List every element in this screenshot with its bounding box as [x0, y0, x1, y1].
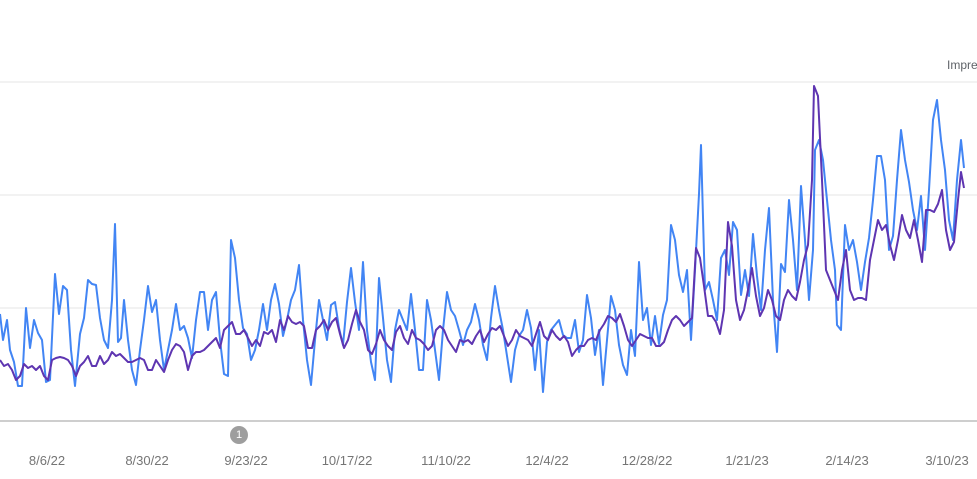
x-tick-label: 2/14/23 [825, 453, 869, 468]
x-tick-label: 11/10/22 [421, 453, 471, 468]
x-tick-label: 12/28/22 [621, 453, 673, 468]
legend-label-impressions[interactable]: Impressions [947, 58, 977, 72]
series-line-clicks[interactable] [0, 99, 965, 393]
x-tick-label: 10/17/22 [321, 453, 373, 468]
x-tick-label: 8/30/22 [125, 453, 169, 468]
x-tick-label: 12/4/22 [525, 453, 569, 468]
x-tick-label: 1/21/23 [725, 453, 769, 468]
x-tick-label: 8/6/22 [28, 453, 66, 468]
series-line-impressions[interactable] [0, 85, 965, 381]
x-tick-label: 9/23/22 [224, 453, 268, 468]
gridlines [0, 81, 977, 309]
x-tick-label: 3/10/23 [925, 453, 969, 468]
annotation-marker[interactable]: 1 [230, 426, 248, 444]
